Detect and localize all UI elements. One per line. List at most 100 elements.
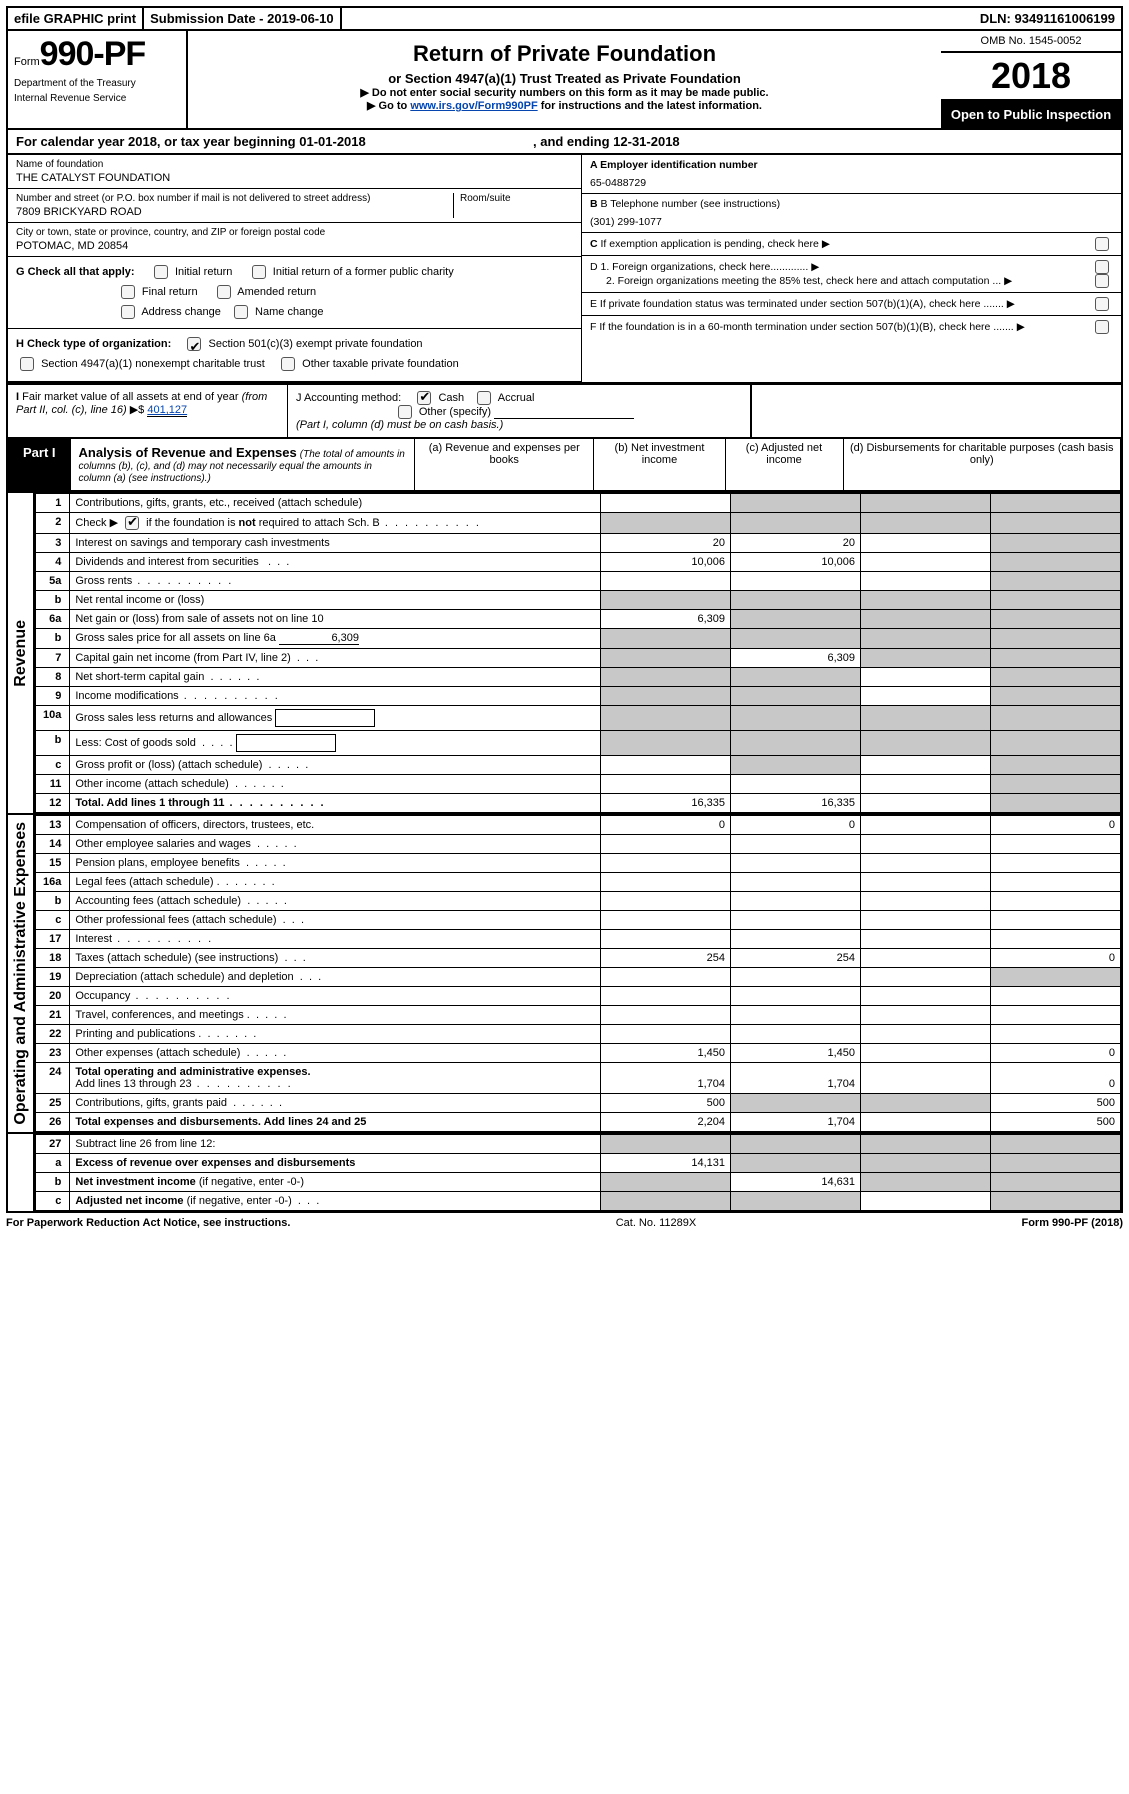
h-opt1: Section 501(c)(3) exempt private foundat…	[209, 338, 423, 350]
line-3-a: 20	[601, 534, 731, 553]
d2-label: 2. Foreign organizations meeting the 85%…	[606, 275, 1001, 287]
checkbox-name-change[interactable]	[234, 305, 248, 319]
section-g: G Check all that apply: Initial return I…	[8, 257, 581, 329]
name-label: Name of foundation	[16, 159, 573, 170]
arrow-icon: ▶	[822, 238, 830, 250]
arrow-icon: ▶	[1017, 321, 1025, 333]
line-10a-box[interactable]	[275, 709, 375, 727]
ein-label: A Employer identification number	[590, 159, 1113, 171]
footer-left: For Paperwork Reduction Act Notice, see …	[6, 1217, 290, 1229]
line-18-a: 254	[601, 949, 731, 968]
revenue-side-label: Revenue	[8, 493, 35, 813]
revenue-section: Revenue 1Contributions, gifts, grants, e…	[6, 493, 1123, 815]
street-address: 7809 BRICKYARD ROAD	[16, 204, 453, 218]
g-opt5: Address change	[141, 306, 221, 318]
g-label: G Check all that apply:	[16, 266, 135, 278]
arrow-icon: ▶	[1004, 275, 1012, 287]
line-7: Capital gain net income (from Part IV, l…	[70, 649, 601, 668]
col-c-header: (c) Adjusted net income	[725, 438, 843, 490]
room-label: Room/suite	[460, 193, 573, 204]
f-label: F If the foundation is in a 60-month ter…	[590, 321, 1014, 333]
line-27b-b: 14,631	[731, 1173, 861, 1192]
h-opt2: Section 4947(a)(1) nonexempt charitable …	[41, 358, 265, 370]
addr-label: Number and street (or P.O. box number if…	[16, 193, 453, 204]
line-14: Other employee salaries and wages . . . …	[70, 835, 601, 854]
line-7-b: 6,309	[731, 649, 861, 668]
checkbox-507b1b[interactable]	[1095, 320, 1109, 334]
submission-date: Submission Date - 2019-06-10	[144, 8, 342, 29]
checkbox-amended-return[interactable]	[217, 285, 231, 299]
footer-mid: Cat. No. 11289X	[616, 1217, 697, 1229]
other-specify-line[interactable]	[494, 405, 634, 419]
line-6a: Net gain or (loss) from sale of assets n…	[70, 610, 601, 629]
checkbox-exemption-pending[interactable]	[1095, 237, 1109, 251]
line-20: Occupancy	[70, 987, 601, 1006]
tel-label: B B Telephone number (see instructions)	[590, 198, 1113, 210]
dept-treasury: Department of the Treasury	[14, 78, 180, 89]
checkbox-final-return[interactable]	[121, 285, 135, 299]
header-mid: Return of Private Foundation or Section …	[188, 31, 941, 128]
foundation-name: THE CATALYST FOUNDATION	[16, 170, 573, 184]
calendar-year-row: For calendar year 2018, or tax year begi…	[6, 130, 1123, 155]
checkbox-4947a1[interactable]	[20, 357, 34, 371]
checkbox-foreign-org[interactable]	[1095, 260, 1109, 274]
line-8: Net short-term capital gain . . . . . .	[70, 668, 601, 687]
section-h: H Check type of organization: Section 50…	[8, 329, 581, 382]
checkbox-other-method[interactable]	[398, 405, 412, 419]
calyear-end: 12-31-2018	[613, 134, 680, 149]
line-21: Travel, conferences, and meetings . . . …	[70, 1006, 601, 1025]
line-5b: Net rental income or (loss)	[70, 591, 601, 610]
identity-block: Name of foundation THE CATALYST FOUNDATI…	[6, 155, 1123, 384]
line-27c: Adjusted net income (if negative, enter …	[70, 1192, 601, 1211]
line-27a: Excess of revenue over expenses and disb…	[70, 1154, 601, 1173]
line-25-d: 500	[991, 1094, 1121, 1113]
col-b-header: (b) Net investment income	[594, 438, 725, 490]
form-header: Form990-PF Department of the Treasury In…	[6, 31, 1123, 130]
form-title: Return of Private Foundation	[196, 41, 933, 67]
d1-label: D 1. Foreign organizations, check here..…	[590, 261, 808, 273]
line-12-a: 16,335	[601, 794, 731, 813]
line-19: Depreciation (attach schedule) and deple…	[70, 968, 601, 987]
line-13-a: 0	[601, 816, 731, 835]
line-4-a: 10,006	[601, 553, 731, 572]
line-5a: Gross rents	[70, 572, 601, 591]
c-label: C If exemption application is pending, c…	[590, 238, 819, 250]
fmv-value[interactable]: 401,127	[147, 404, 187, 417]
line-9: Income modifications	[70, 687, 601, 706]
j-cash: Cash	[438, 392, 464, 404]
checkbox-address-change[interactable]	[121, 305, 135, 319]
instructions-link[interactable]: www.irs.gov/Form990PF	[410, 100, 537, 112]
col-a-header: (a) Revenue and expenses per books	[415, 438, 594, 490]
line-3: Interest on savings and temporary cash i…	[70, 534, 601, 553]
checkbox-cash[interactable]	[417, 391, 431, 405]
line-10b-box[interactable]	[236, 734, 336, 752]
calyear-pre: For calendar year 2018, or tax year begi…	[16, 134, 299, 149]
expenses-section: Operating and Administrative Expenses 13…	[6, 815, 1123, 1134]
line-13: Compensation of officers, directors, tru…	[70, 816, 601, 835]
checkbox-other-taxable[interactable]	[281, 357, 295, 371]
checkbox-schb-not-required[interactable]	[125, 516, 139, 530]
section-ij: I Fair market value of all assets at end…	[6, 384, 1123, 438]
checkbox-501c3[interactable]	[187, 337, 201, 351]
checkbox-initial-return[interactable]	[154, 265, 168, 279]
line-4: Dividends and interest from securities .…	[70, 553, 601, 572]
efile-print-label[interactable]: efile GRAPHIC print	[8, 8, 144, 29]
checkbox-foreign-85pct[interactable]	[1095, 274, 1109, 288]
line-27: Subtract line 26 from line 12:	[70, 1135, 601, 1154]
g-opt2: Initial return of a former public charit…	[273, 266, 454, 278]
e-label: E If private foundation status was termi…	[590, 298, 1004, 310]
arrow-icon: ▶	[1007, 298, 1015, 310]
line-26: Total expenses and disbursements. Add li…	[70, 1113, 601, 1132]
line-12-b: 16,335	[731, 794, 861, 813]
line-11: Other income (attach schedule) . . . . .…	[70, 775, 601, 794]
line-6b: Gross sales price for all assets on line…	[70, 629, 601, 649]
city-label: City or town, state or province, country…	[16, 227, 573, 238]
checkbox-initial-former-public-charity[interactable]	[252, 265, 266, 279]
j-note: (Part I, column (d) must be on cash basi…	[296, 419, 503, 431]
checkbox-accrual[interactable]	[477, 391, 491, 405]
line-27a-a: 14,131	[601, 1154, 731, 1173]
line-2: Check ▶ if the foundation is not require…	[70, 512, 601, 533]
checkbox-507b1a[interactable]	[1095, 297, 1109, 311]
part1-title: Analysis of Revenue and Expenses	[79, 445, 297, 460]
line-18-d: 0	[991, 949, 1121, 968]
